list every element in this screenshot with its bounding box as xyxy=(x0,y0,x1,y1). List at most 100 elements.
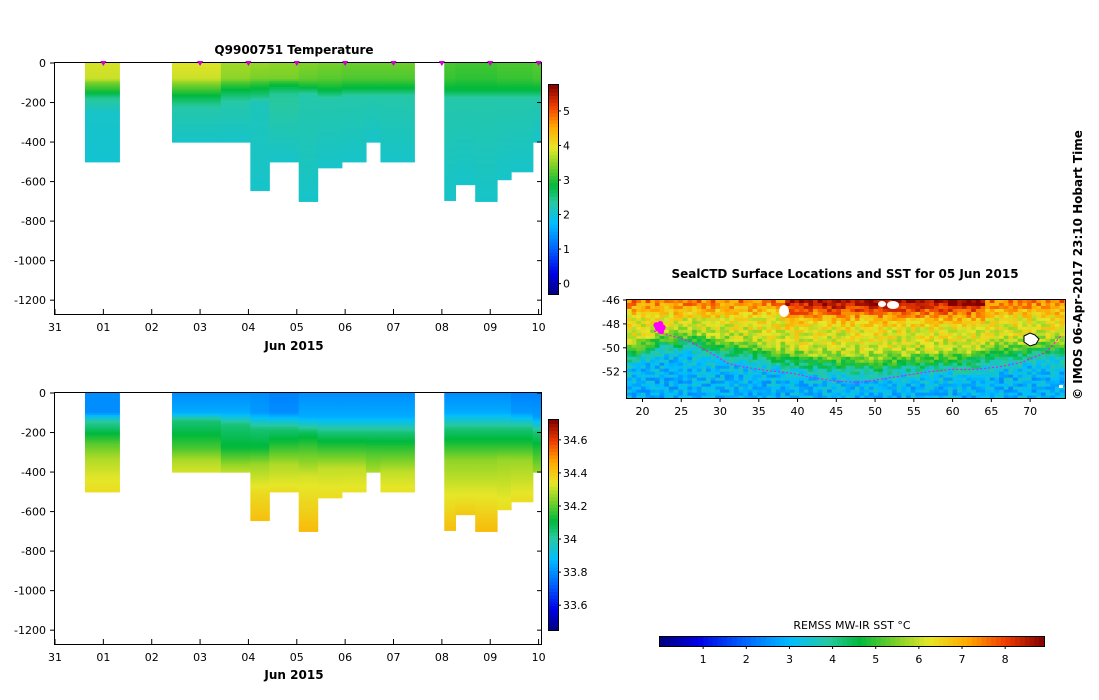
profile-cell xyxy=(317,116,343,119)
sst-cell xyxy=(901,362,907,367)
sst-cell xyxy=(710,380,716,385)
profile-cell xyxy=(455,483,476,487)
profile-cell xyxy=(444,177,457,181)
profile-cell xyxy=(84,434,120,438)
sst-cell xyxy=(664,359,670,364)
profile-cell xyxy=(475,132,498,135)
sst-cell xyxy=(766,392,772,397)
profile-cell xyxy=(298,440,319,444)
profile-cell xyxy=(444,448,457,451)
sst-cell xyxy=(743,365,749,370)
sst-cell xyxy=(831,395,837,398)
profile-cell xyxy=(444,187,457,191)
sst-cell xyxy=(803,305,810,310)
colorbar-swatch xyxy=(549,269,558,274)
sst-cell xyxy=(989,305,996,310)
sst-cell xyxy=(878,347,884,352)
profile-cell xyxy=(455,128,476,131)
sst-cell xyxy=(757,335,763,340)
sst-cell xyxy=(943,323,949,328)
colorbar-swatch xyxy=(549,182,558,187)
sst-cell xyxy=(989,344,996,349)
profile-cell xyxy=(475,140,498,143)
sst-cell xyxy=(999,338,1005,343)
profile-cell xyxy=(444,450,457,453)
sst-cell xyxy=(743,395,749,398)
profile-cell xyxy=(444,110,457,114)
sst-cell xyxy=(1017,350,1023,355)
sst-cell xyxy=(901,300,907,304)
profile-cell xyxy=(365,138,382,141)
profile-cell xyxy=(365,108,382,112)
colorbar-swatch xyxy=(549,248,558,253)
sst-cell xyxy=(887,395,893,398)
sst-cell xyxy=(994,347,1000,352)
sst-cell xyxy=(799,395,805,398)
profile-cell xyxy=(365,404,382,408)
sst-cell xyxy=(868,341,875,346)
profile-cell xyxy=(496,112,512,115)
colorbar-swatch xyxy=(549,227,558,232)
profile-marker xyxy=(245,61,252,66)
sst-cell xyxy=(673,323,679,328)
profile-cell xyxy=(298,470,319,473)
profile-cell xyxy=(380,100,415,104)
sst-cell xyxy=(882,317,889,322)
sst-cell xyxy=(985,392,991,397)
sst-cell xyxy=(994,338,1000,343)
sst-cell xyxy=(771,386,777,391)
profile-cell xyxy=(250,501,270,505)
profile-cell xyxy=(455,175,476,179)
profile-cell xyxy=(475,120,498,123)
sst-cell xyxy=(892,320,898,325)
sst-cell xyxy=(845,368,851,373)
sst-cell xyxy=(1003,368,1010,373)
sst-cell xyxy=(836,359,842,364)
profile-cell xyxy=(172,102,222,106)
profile-cell xyxy=(298,462,319,465)
sst-cell xyxy=(947,362,954,367)
sst-cell xyxy=(831,341,837,346)
sst-cell xyxy=(896,344,903,349)
profile-14 xyxy=(511,393,534,503)
sst-cell xyxy=(999,347,1005,352)
colorbar-swatch xyxy=(549,203,558,208)
sst-cell xyxy=(715,344,721,349)
sst-cell xyxy=(822,311,828,316)
sst-cell xyxy=(738,329,744,334)
sst-cell xyxy=(696,311,703,316)
sst-cell xyxy=(975,338,982,343)
profile-cell xyxy=(444,80,457,84)
profile-cell xyxy=(84,400,120,404)
sst-cell xyxy=(887,308,893,313)
sst-cell xyxy=(873,368,879,373)
sst-cell xyxy=(673,311,679,316)
sst-cell xyxy=(757,305,763,310)
y-tick-label: -1200 xyxy=(14,294,46,307)
profile-cell xyxy=(269,489,300,493)
profile-cell xyxy=(84,106,120,110)
sst-cell xyxy=(678,329,684,334)
colorbar-swatch xyxy=(549,112,558,117)
sst-cell xyxy=(882,341,889,346)
sst-cell xyxy=(664,311,670,316)
profile-cell xyxy=(444,485,457,489)
colorbar-swatch xyxy=(549,486,558,491)
sst-cell xyxy=(766,374,772,379)
sst-cell xyxy=(645,329,651,334)
sst-cell xyxy=(696,386,703,391)
sst-cell xyxy=(864,365,870,370)
sst-cell xyxy=(1003,371,1010,376)
profile-cell xyxy=(250,513,270,517)
profile-cell xyxy=(475,179,498,183)
sst-cell xyxy=(910,323,916,328)
sst-cell xyxy=(631,371,637,376)
sst-cell xyxy=(980,356,986,361)
sst-cell xyxy=(803,365,810,370)
profile-cell xyxy=(511,432,534,436)
sst-cell xyxy=(775,308,782,313)
profile-cell xyxy=(298,120,319,123)
sst-cell xyxy=(715,338,721,343)
profile-cell xyxy=(341,485,367,489)
x-tick-label: 06 xyxy=(338,321,352,334)
